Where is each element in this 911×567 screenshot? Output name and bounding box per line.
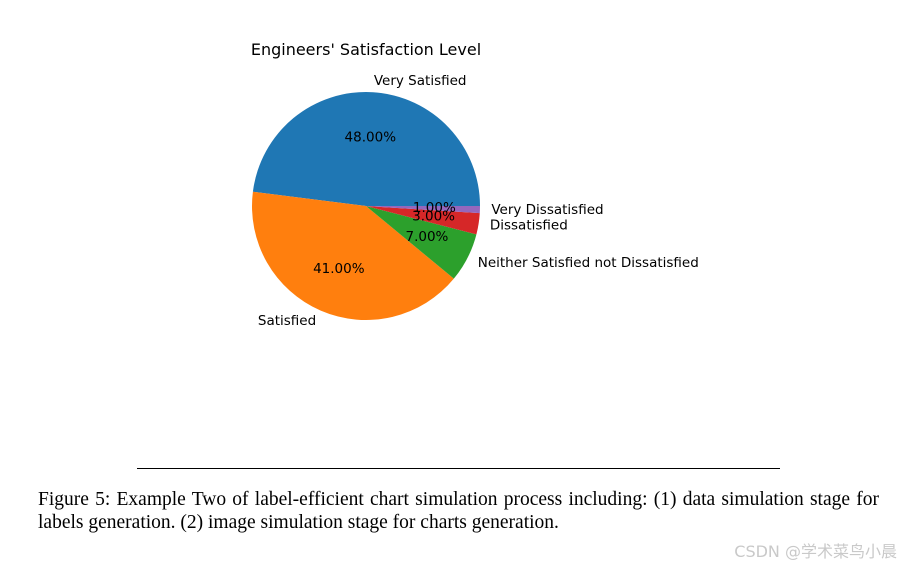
- pie-slice-very-satisfied: [252, 91, 481, 206]
- slice-label-very-dissatisfied: Very Dissatisfied: [491, 202, 603, 218]
- pie-labels: Very Satisfied 48.00% Satisfied 41.00% Neith…: [258, 73, 699, 329]
- pie-slice-very-dissatisfied: [366, 206, 480, 214]
- slice-label-satisfied: Satisfied: [258, 313, 316, 329]
- slice-label-very-satisfied: Very Satisfied: [374, 73, 467, 89]
- slice-percent-neither-satisfied-not-dissatisfied: 7.00%: [405, 229, 448, 245]
- pie-slices: [252, 91, 481, 320]
- slice-percent-very-dissatisfied: 1.00%: [413, 200, 456, 216]
- caption-divider: [137, 468, 780, 469]
- slice-percent-very-satisfied: 48.00%: [345, 130, 397, 146]
- watermark: CSDN @学术菜鸟小晨: [734, 542, 897, 561]
- pie-slice-satisfied: [252, 191, 454, 320]
- pie-slice-dissatisfied: [366, 206, 480, 235]
- slice-percent-satisfied: 41.00%: [313, 261, 365, 277]
- slice-label-dissatisfied: Dissatisfied: [490, 218, 568, 234]
- slice-percent-dissatisfied: 3.00%: [412, 209, 455, 225]
- slice-label-neither-satisfied-not-dissatisfied: Neither Satisfied not Dissatisfied: [478, 255, 699, 271]
- chart-title: Engineers' Satisfaction Level: [251, 40, 481, 59]
- figure-caption: Figure 5: Example Two of label-efficient…: [38, 489, 879, 533]
- pie-slice-neither-satisfied-not-dissatisfied: [366, 206, 477, 279]
